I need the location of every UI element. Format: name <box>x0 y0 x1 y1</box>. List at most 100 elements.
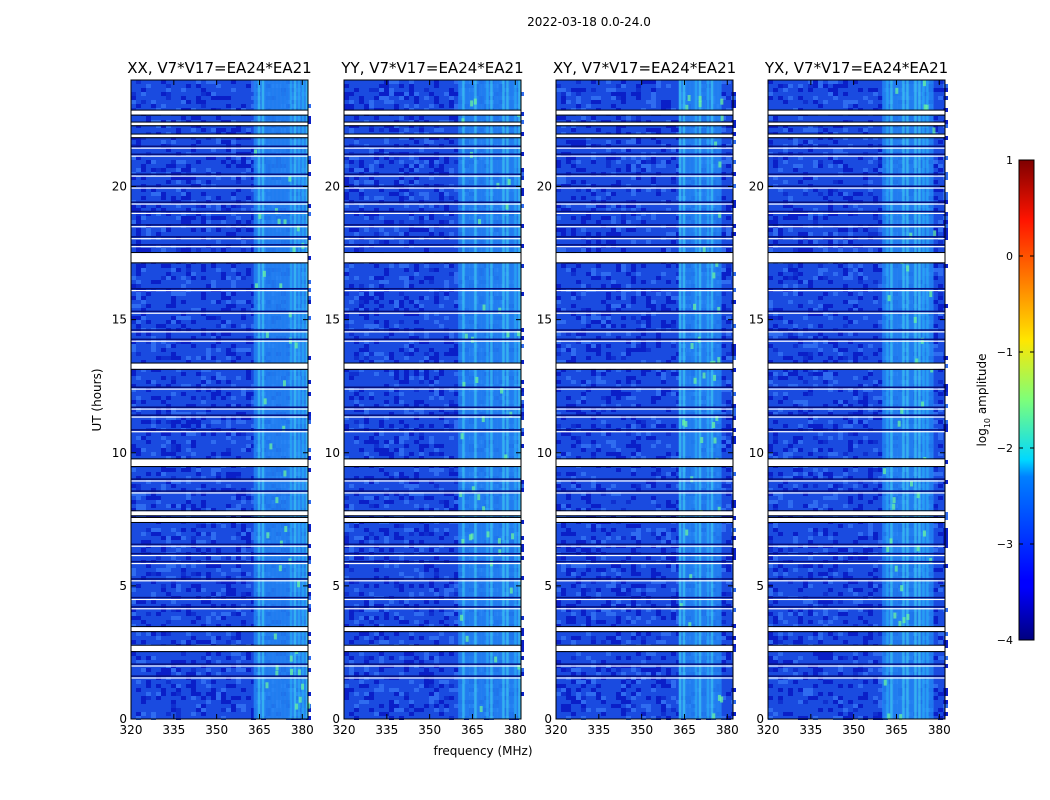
white-gap-line <box>131 545 308 547</box>
noise-cell <box>349 376 354 380</box>
noise-cell <box>191 612 196 616</box>
noise-cell <box>221 588 226 592</box>
noise-cell <box>409 212 414 216</box>
noise-cell <box>141 100 146 104</box>
noise-cell <box>131 316 136 320</box>
noise-cell <box>236 568 241 572</box>
noise-cell <box>671 148 676 152</box>
y-tick-label: 5 <box>119 579 127 593</box>
noise-cell <box>369 216 374 220</box>
noise-cell <box>616 288 621 292</box>
noise-cell <box>616 168 621 172</box>
noise-cell <box>201 220 206 224</box>
noise-cell <box>399 584 404 588</box>
noise-cell <box>251 160 256 164</box>
noise-cell <box>726 216 731 220</box>
flag-edge-line <box>344 133 521 135</box>
noise-cell <box>399 452 404 456</box>
noise-cell <box>246 168 251 172</box>
noise-cell <box>424 248 429 252</box>
noise-cell <box>231 432 236 436</box>
noise-cell <box>591 268 596 272</box>
noise-cell <box>141 548 146 552</box>
flagged-band <box>131 253 308 263</box>
noise-cell <box>424 672 429 676</box>
noise-cell <box>434 160 439 164</box>
noise-cell <box>384 452 389 456</box>
noise-cell <box>601 324 606 328</box>
noise-cell <box>419 228 424 232</box>
noise-cell <box>186 496 191 500</box>
noise-cell <box>384 88 389 92</box>
noise-cell <box>424 368 429 372</box>
noise-cell <box>231 128 236 132</box>
noise-cell <box>454 704 459 708</box>
noise-cell <box>156 496 161 500</box>
rfi-spot <box>500 387 504 394</box>
noise-cell <box>221 296 226 300</box>
noise-cell <box>181 312 186 316</box>
noise-cell <box>399 656 404 660</box>
noise-cell <box>146 480 151 484</box>
noise-cell <box>606 324 611 328</box>
noise-cell <box>626 116 631 120</box>
noise-cell <box>656 292 661 296</box>
noise-cell <box>721 176 726 180</box>
noise-cell <box>591 208 596 212</box>
noise-cell <box>394 704 399 708</box>
noise-cell <box>419 684 424 688</box>
dark-gap-line <box>131 606 308 608</box>
noise-cell <box>141 216 146 220</box>
noise-cell <box>216 268 221 272</box>
noise-cell <box>671 320 676 324</box>
noise-cell <box>166 412 171 416</box>
noise-cell <box>344 164 349 168</box>
noise-cell <box>344 684 349 688</box>
noise-cell <box>581 216 586 220</box>
noise-cell <box>246 368 251 372</box>
rfi-stripe <box>478 80 481 719</box>
noise-cell <box>454 404 459 408</box>
noise-cell <box>389 220 394 224</box>
noise-cell <box>161 632 166 636</box>
dark-gap-line <box>344 338 521 341</box>
noise-cell <box>349 608 354 612</box>
noise-cell <box>726 228 731 232</box>
noise-cell <box>156 324 161 328</box>
noise-cell <box>661 248 666 252</box>
noise-cell <box>651 80 656 84</box>
noise-cell <box>404 96 409 100</box>
y-tick-label: 10 <box>325 446 340 460</box>
noise-cell <box>191 148 196 152</box>
noise-cell <box>176 176 181 180</box>
noise-cell <box>166 384 171 388</box>
noise-cell <box>626 204 631 208</box>
noise-cell <box>409 700 414 704</box>
noise-cell <box>136 216 141 220</box>
noise-cell <box>374 632 379 636</box>
noise-cell <box>246 272 251 276</box>
noise-cell <box>166 540 171 544</box>
noise-cell <box>726 80 731 84</box>
noise-cell <box>211 636 216 640</box>
noise-cell <box>161 340 166 344</box>
noise-cell <box>161 484 166 488</box>
noise-cell <box>216 692 221 696</box>
noise-cell <box>651 88 656 92</box>
noise-cell <box>434 484 439 488</box>
noise-cell <box>226 292 231 296</box>
noise-cell <box>571 304 576 308</box>
noise-cell <box>676 212 681 216</box>
noise-cell <box>621 220 626 224</box>
noise-cell <box>444 224 449 228</box>
noise-cell <box>354 168 359 172</box>
noise-cell <box>369 504 374 508</box>
rfi-spot <box>459 491 463 498</box>
noise-cell <box>631 92 636 96</box>
noise-cell <box>146 388 151 392</box>
noise-cell <box>369 440 374 444</box>
noise-cell <box>379 704 384 708</box>
noise-cell <box>374 212 379 216</box>
noise-cell <box>201 712 206 716</box>
noise-cell <box>364 412 369 416</box>
